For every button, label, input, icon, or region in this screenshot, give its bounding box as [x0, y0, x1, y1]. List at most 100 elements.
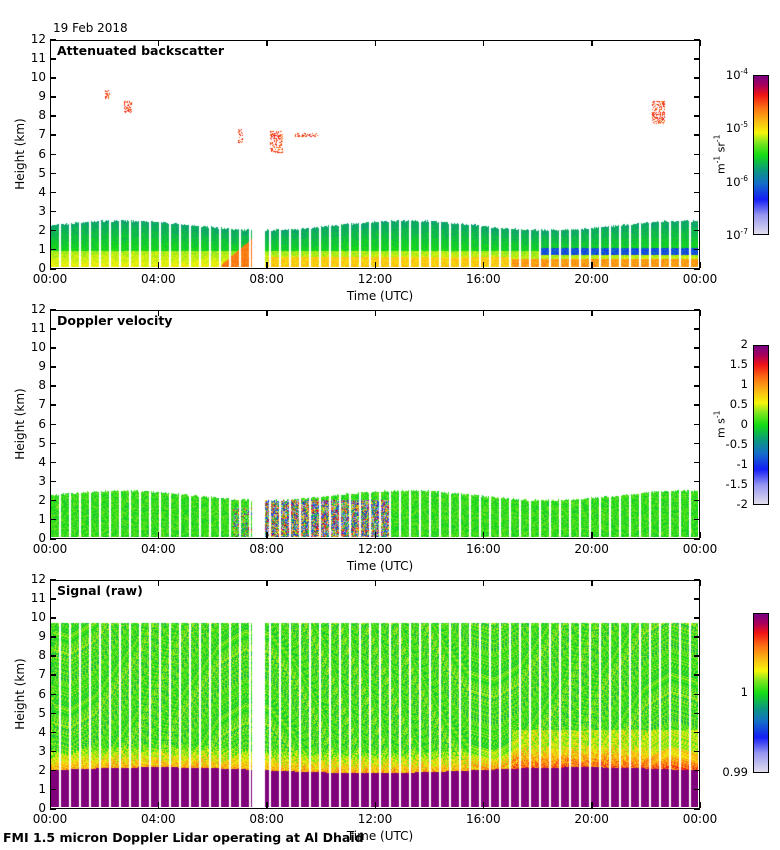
x-tick-label: 16:00 — [466, 272, 501, 286]
y-tick-mark — [694, 366, 700, 368]
x-tick-mark — [374, 262, 376, 268]
x-tick-mark — [49, 40, 51, 46]
x-tick-mark — [482, 532, 485, 538]
y-tick-mark — [694, 404, 700, 406]
x-tick-mark — [591, 40, 593, 46]
x-tick-label: 04:00 — [141, 272, 176, 286]
y-tick-mark — [694, 77, 700, 79]
y-tick-mark — [50, 423, 56, 425]
y-tick-mark — [50, 674, 56, 676]
y-tick-mark — [50, 769, 56, 772]
y-tick-mark — [694, 442, 700, 445]
y-tick-label: 8 — [38, 378, 46, 393]
y-tick-mark — [694, 191, 700, 194]
colorbar-tick-label: 0.5 — [729, 397, 748, 411]
y-axis-label: Height (km) — [13, 117, 27, 190]
x-tick-mark — [699, 802, 701, 808]
x-tick-mark — [699, 262, 701, 268]
heatmap-image — [51, 41, 698, 267]
y-tick-mark — [50, 538, 56, 540]
colorbar-tick-label: -1 — [736, 457, 748, 471]
panel-title: Doppler velocity — [57, 313, 173, 328]
y-tick-mark — [50, 499, 56, 502]
y-tick-mark — [50, 210, 56, 213]
x-tick-mark — [157, 262, 160, 268]
panel-backscatter: Attenuated backscatter 0 1 2 3 4 5 6 7 8 9 10 11 12 00… — [0, 32, 780, 310]
x-tick-mark — [482, 262, 485, 268]
y-tick-mark — [694, 39, 700, 41]
y-tick-label: 4 — [38, 724, 46, 739]
y-tick-label: 9 — [38, 359, 46, 374]
colorbar-unit-label: m-1 sr-1 — [712, 134, 728, 175]
y-tick-mark — [694, 347, 700, 349]
colorbar-unit-label: m s-1 — [712, 410, 728, 439]
y-tick-mark — [694, 750, 700, 753]
y-tick-mark — [50, 172, 56, 175]
y-tick-mark — [694, 712, 700, 715]
y-tick-mark — [50, 385, 56, 387]
x-tick-mark — [157, 532, 160, 538]
y-tick-mark — [50, 712, 56, 715]
y-tick-mark — [50, 442, 56, 445]
y-tick-label: 6 — [38, 146, 46, 161]
y-tick-label: 10 — [30, 340, 46, 355]
y-tick-mark — [50, 693, 56, 695]
y-tick-mark — [694, 636, 700, 638]
y-tick-label: 11 — [30, 51, 46, 66]
x-tick-mark — [591, 532, 593, 538]
x-tick-mark — [699, 40, 701, 46]
x-tick-mark — [266, 802, 268, 808]
x-tick-mark — [266, 310, 268, 316]
y-tick-mark — [50, 309, 56, 311]
x-tick-mark — [266, 40, 268, 46]
y-tick-mark — [50, 788, 56, 791]
x-tick-label: 16:00 — [466, 812, 501, 826]
x-tick-mark — [591, 580, 593, 586]
x-tick-label: 04:00 — [141, 542, 176, 556]
y-tick-label: 5 — [38, 165, 46, 180]
y-tick-mark — [50, 77, 56, 79]
y-tick-mark — [694, 518, 700, 521]
y-tick-label: 7 — [38, 667, 46, 682]
colorbar-tick-label: 10-4 — [725, 67, 748, 82]
y-tick-label: 6 — [38, 686, 46, 701]
x-tick-mark — [374, 40, 376, 46]
y-tick-mark — [50, 480, 56, 483]
y-tick-mark — [50, 636, 56, 638]
y-tick-mark — [694, 328, 700, 330]
footer-caption: FMI 1.5 micron Doppler Lidar operating a… — [3, 830, 364, 845]
colorbar-tick-label: 1 — [740, 377, 748, 391]
y-tick-label: 10 — [30, 70, 46, 85]
y-tick-mark — [694, 385, 700, 387]
x-axis-label: Time (UTC) — [346, 559, 414, 573]
colorbar-tick-label: 2 — [740, 337, 748, 351]
y-tick-label: 9 — [38, 89, 46, 104]
y-tick-label: 7 — [38, 127, 46, 142]
y-tick-mark — [694, 153, 700, 155]
x-tick-mark — [482, 802, 485, 808]
y-tick-mark — [694, 461, 700, 464]
colorbar — [753, 75, 769, 235]
y-tick-mark — [50, 153, 56, 155]
x-tick-mark — [482, 40, 485, 46]
y-tick-label: 1 — [38, 781, 46, 796]
date-label: 19 Feb 2018 — [53, 21, 128, 35]
y-axis-label: Height (km) — [13, 657, 27, 730]
colorbar-tick-label: -0.5 — [725, 437, 748, 451]
colorbar-tick-label: 0 — [740, 417, 748, 431]
x-tick-mark — [49, 532, 51, 538]
heatmap-image — [51, 311, 698, 537]
panel-title: Signal (raw) — [57, 583, 143, 598]
y-tick-label: 5 — [38, 705, 46, 720]
y-tick-mark — [50, 191, 56, 194]
x-tick-mark — [266, 532, 268, 538]
y-tick-label: 9 — [38, 629, 46, 644]
panel-doppler-velocity: Doppler velocity 0 1 2 3 4 5 6 7 8 9 10 11 12 00:00 04:… — [0, 302, 780, 580]
x-tick-mark — [157, 310, 160, 316]
y-tick-label: 0 — [38, 261, 46, 275]
y-tick-label: 7 — [38, 397, 46, 412]
y-tick-label: 2 — [38, 762, 46, 777]
x-axis-label: Time (UTC) — [346, 829, 414, 843]
y-tick-mark — [694, 309, 700, 311]
y-tick-mark — [694, 58, 700, 60]
